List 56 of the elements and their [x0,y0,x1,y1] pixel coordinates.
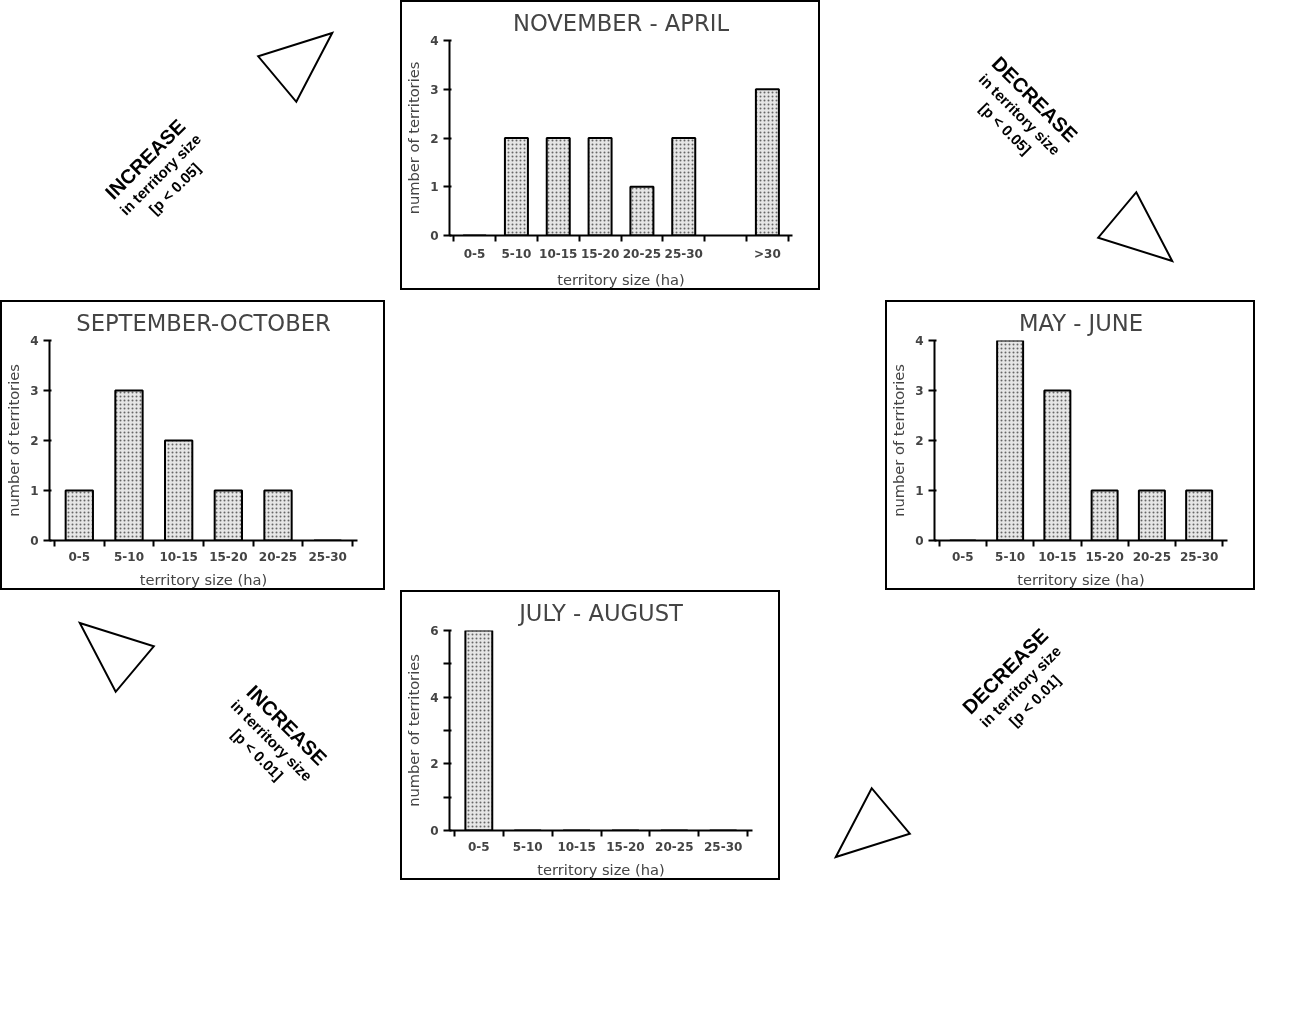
chart-title: SEPTEMBER-OCTOBER [76,309,331,336]
x-tick-label: 25-30 [308,549,347,564]
y-tick-label: 1 [915,484,924,498]
x-tick-label: 5-10 [512,839,543,854]
x-axis-title: territory size (ha) [557,270,685,288]
chart-title: MAY - JUNE [1018,309,1144,336]
x-tick-label: 0-5 [68,549,91,564]
x-tick-label: 15-20 [606,839,645,854]
x-tick-label: >30 [754,246,781,261]
x-tick-label: 0-5 [952,549,974,564]
x-tick-label: 15-20 [580,246,620,261]
y-tick-label: 2 [430,757,439,772]
x-tick-label: 0-5 [463,246,486,261]
y-tick-label: 2 [30,434,39,448]
chart-title: NOVEMBER - APRIL [512,9,730,36]
y-tick-label: 4 [430,34,439,48]
y-tick-label: 0 [30,534,39,548]
x-tick-label: 20-25 [655,839,694,854]
x-tick-label: 25-30 [664,246,703,261]
x-axis-title: territory size (ha) [139,570,268,588]
y-axis-title: number of territories [405,61,423,215]
x-axis-title: territory size (ha) [1017,570,1145,588]
x-tick-label: 15-20 [209,549,248,564]
y-tick-label: 4 [915,334,924,348]
y-axis-title: number of territories [5,364,23,517]
x-tick-label: 20-25 [258,549,298,564]
x-tick-label: 5-10 [995,549,1026,564]
y-tick-label: 3 [915,384,924,398]
x-tick-label: 15-20 [1085,549,1124,564]
x-tick-label: 20-25 [622,246,662,261]
y-tick-label: 1 [430,180,439,195]
x-tick-label: 20-25 [1132,549,1172,564]
y-tick-label: 0 [430,824,439,838]
x-tick-label: 5-10 [501,246,532,261]
x-tick-label: 0-5 [467,839,490,854]
y-tick-label: 0 [915,534,924,548]
y-tick-label: 0 [430,229,439,243]
y-tick-label: 3 [430,82,439,97]
y-tick-label: 1 [30,484,39,498]
y-tick-label: 4 [430,690,439,705]
x-tick-label: 25-30 [703,839,743,854]
y-tick-label: 2 [430,131,439,146]
y-axis-title: number of territories [890,364,908,517]
y-axis-title: number of territories [405,654,423,807]
x-tick-label: 10-15 [1038,549,1077,564]
y-tick-label: 3 [30,384,39,398]
y-tick-label: 2 [915,434,924,448]
x-tick-label: 25-30 [1179,549,1219,564]
x-tick-label: 10-15 [557,839,596,854]
y-tick-label: 4 [30,334,39,348]
x-tick-label: 10-15 [159,549,198,564]
y-tick-label: 6 [430,624,439,638]
x-tick-label: 5-10 [113,549,144,564]
x-axis-title: territory size (ha) [537,860,665,878]
chart-title: JULY - AUGUST [517,599,684,626]
x-tick-label: 10-15 [539,246,578,261]
